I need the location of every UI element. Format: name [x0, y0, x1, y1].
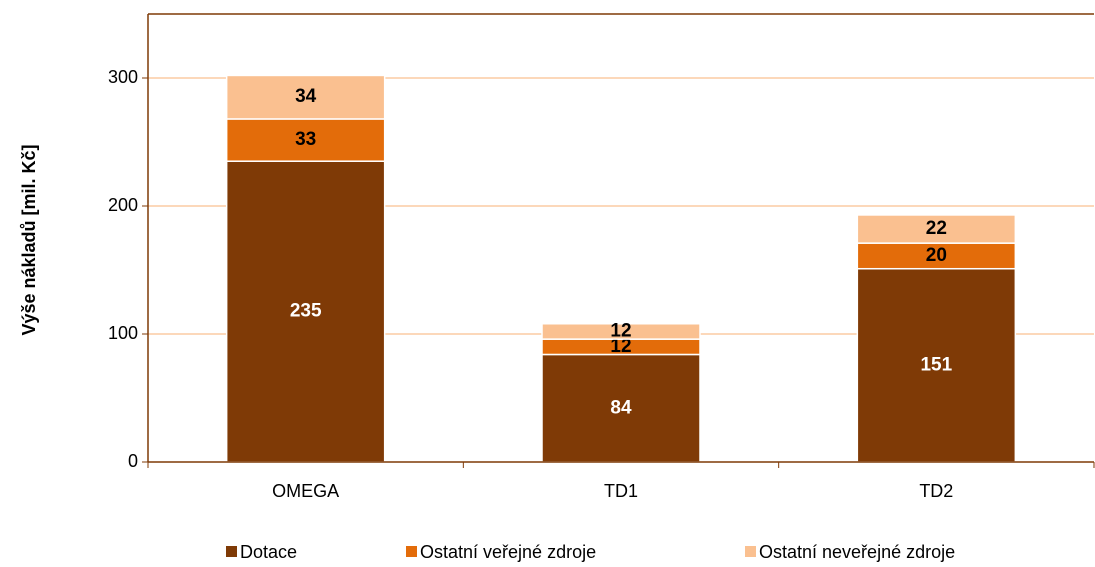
- value-label: 33: [295, 129, 316, 150]
- value-label: 20: [926, 245, 947, 266]
- x-tick-label: OMEGA: [272, 481, 339, 501]
- y-tick-label: 0: [128, 451, 138, 471]
- bar-segment: [541, 323, 701, 340]
- bar-segment: [856, 214, 1017, 244]
- value-label: 12: [610, 336, 631, 357]
- x-tick-label: TD2: [919, 481, 953, 501]
- value-label: 235: [290, 301, 322, 322]
- legend-swatch: [226, 546, 237, 557]
- value-label: 151: [920, 354, 952, 375]
- y-axis-title: Výše nákladů [mil. Kč]: [19, 144, 39, 335]
- value-label: 22: [926, 218, 947, 239]
- y-tick-label: 300: [108, 67, 138, 87]
- bar-segment: [225, 118, 386, 162]
- y-tick-label: 200: [108, 195, 138, 215]
- legend-label: Dotace: [240, 542, 297, 562]
- value-label: 34: [295, 86, 317, 107]
- legend-swatch: [406, 546, 417, 557]
- bar-segment: [225, 160, 386, 463]
- legend-swatch: [745, 546, 756, 557]
- bar-segment: [856, 242, 1017, 270]
- legend-label: Ostatní veřejné zdroje: [420, 542, 596, 562]
- value-label: 84: [610, 397, 632, 418]
- value-label: 12: [610, 320, 631, 341]
- x-tick-label: TD1: [604, 481, 638, 501]
- legend-label: Ostatní neveřejné zdroje: [759, 542, 955, 562]
- bar-segment: [225, 74, 386, 120]
- y-tick-label: 100: [108, 323, 138, 343]
